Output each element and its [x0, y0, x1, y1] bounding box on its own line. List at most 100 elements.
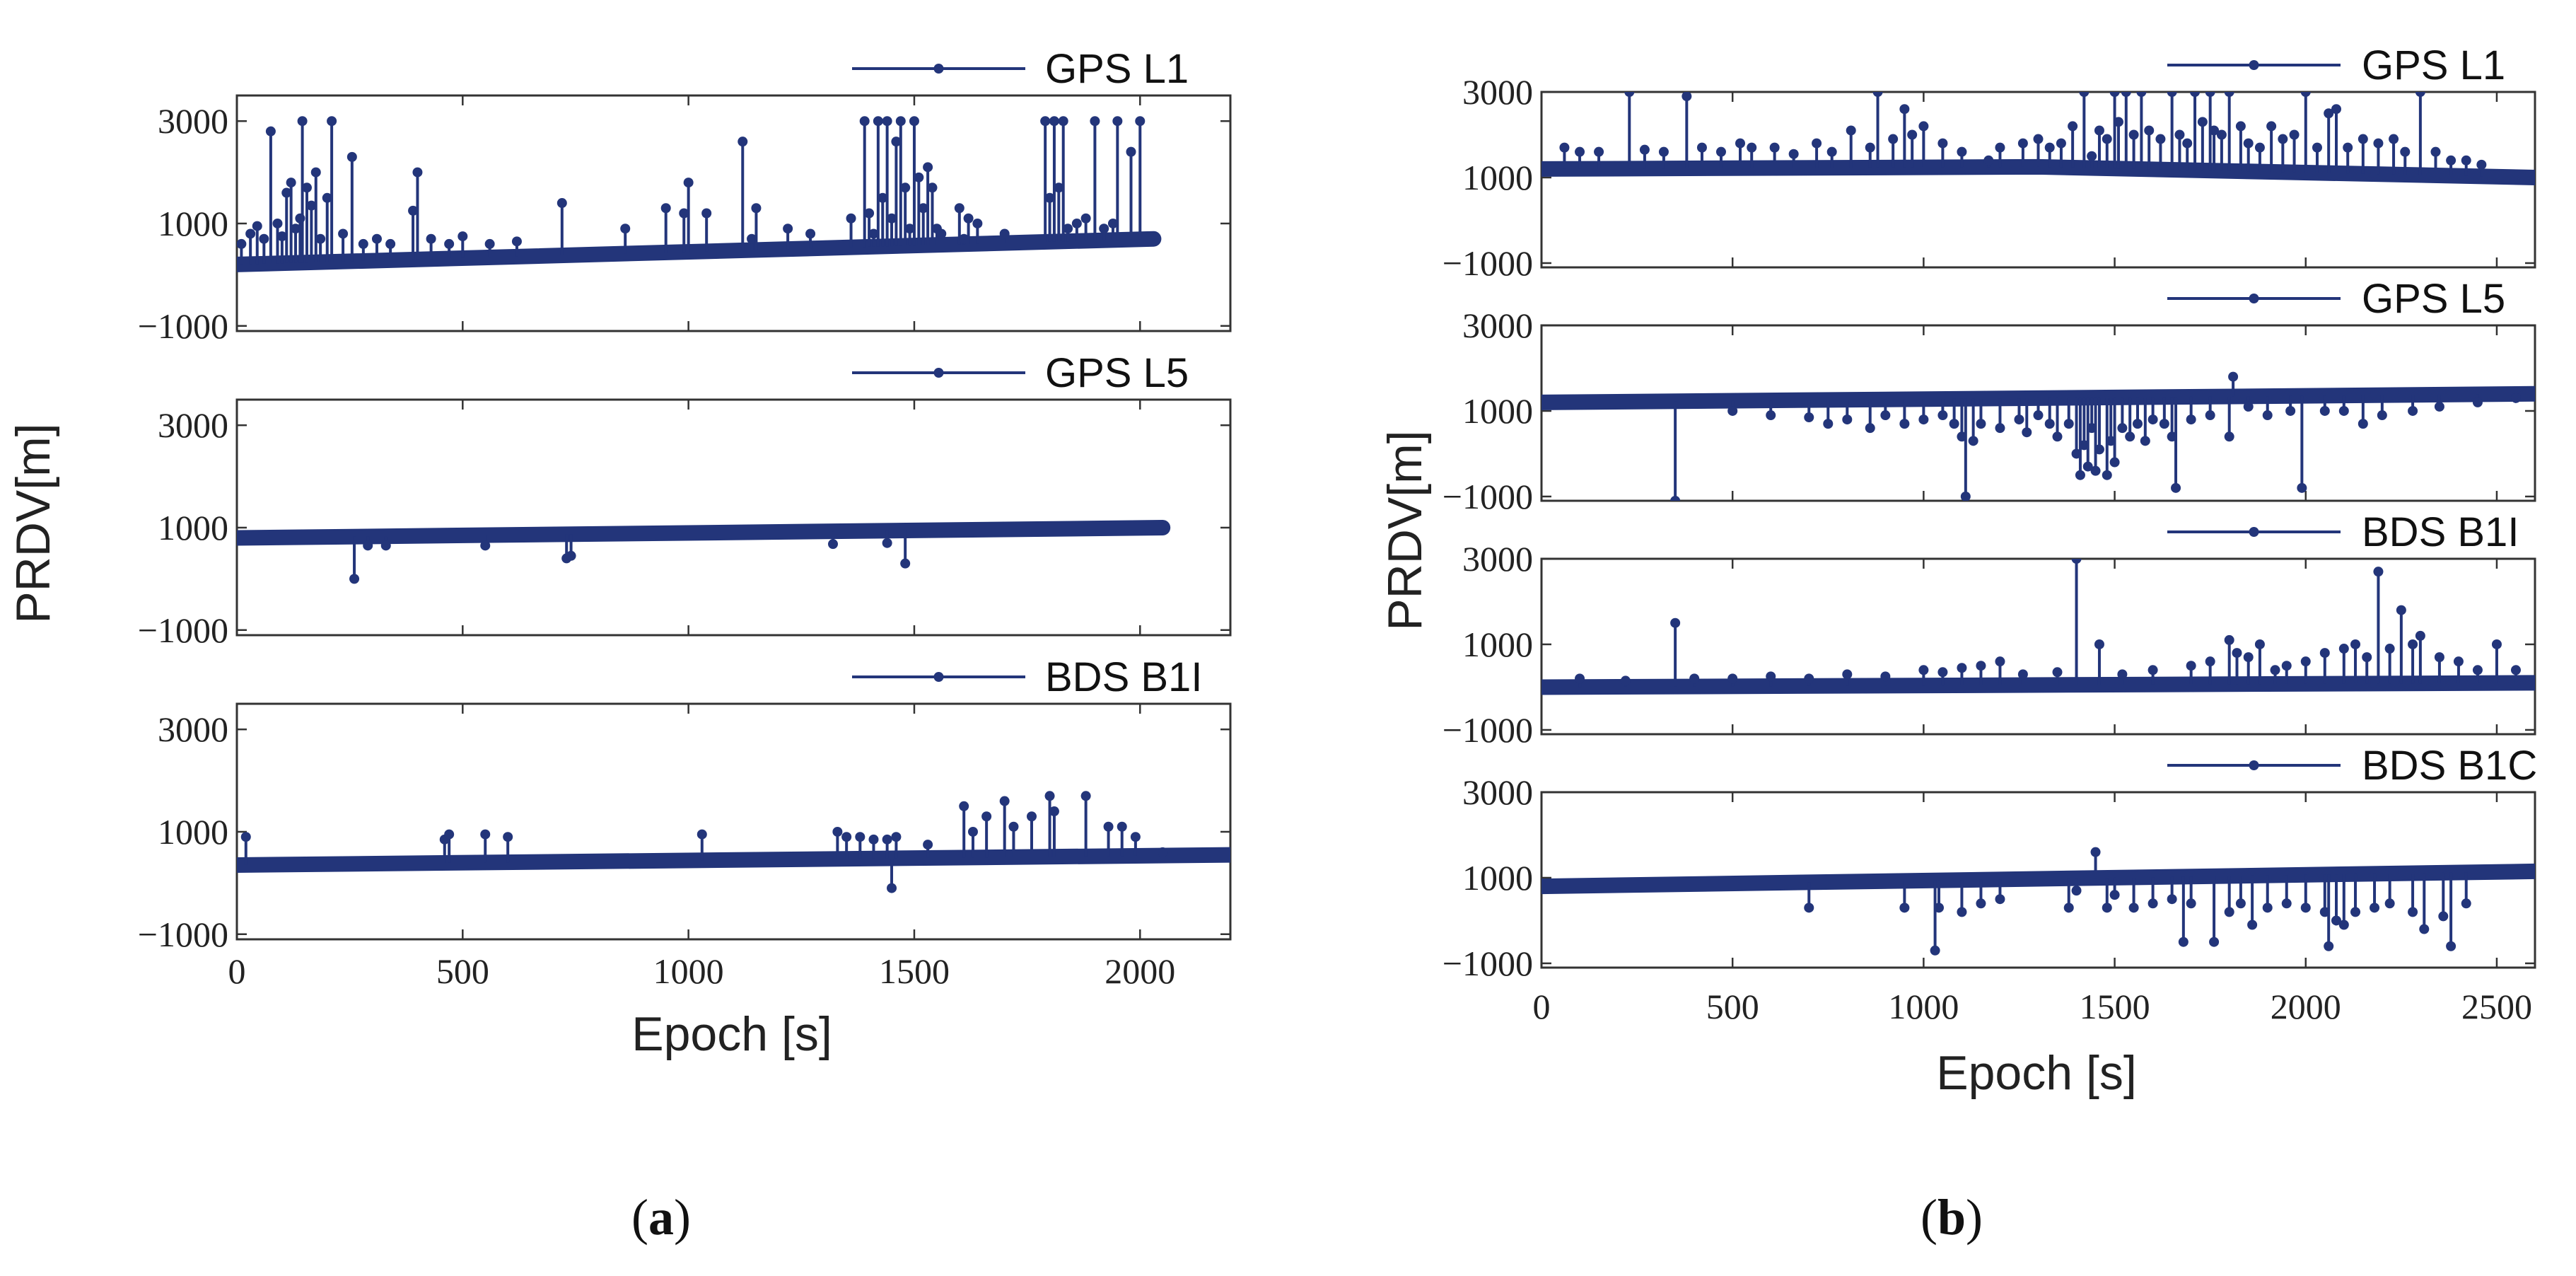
spike-marker	[679, 208, 689, 219]
subplot-gps-l1: 3000 1000 −1000 GPS L1	[1443, 42, 2536, 283]
spike-marker	[385, 238, 396, 249]
spike-marker	[1957, 663, 1967, 673]
spike-marker	[1937, 667, 1948, 678]
y-tick-label: −1000	[138, 915, 228, 954]
y-tick-label: 1000	[158, 204, 228, 243]
y-tick-label: 3000	[1462, 72, 1533, 112]
x-tick-label: 1500	[879, 951, 950, 991]
spike-marker	[2224, 907, 2234, 917]
spike-marker	[1130, 832, 1141, 842]
spike-marker	[2033, 410, 2044, 421]
spike-marker	[923, 162, 933, 173]
spike-marker	[1880, 410, 1891, 421]
spike-marker	[1063, 224, 1073, 234]
spike-marker	[1995, 423, 2005, 434]
spike-marker	[1071, 218, 1082, 228]
spike-marker	[1696, 142, 1707, 153]
spike-marker	[2350, 907, 2361, 917]
spike-marker	[1117, 821, 1127, 832]
spike-marker	[2147, 414, 2158, 425]
x-tick-label: 0	[1533, 987, 1551, 1026]
spike-marker	[2331, 104, 2341, 115]
spike-marker	[2209, 125, 2220, 136]
spike-marker	[2224, 634, 2234, 645]
spike-marker	[444, 238, 455, 249]
spike-marker	[1090, 116, 1100, 127]
x-tick-label: 0	[228, 951, 246, 991]
spike-marker	[1888, 134, 1899, 144]
spike-marker	[923, 840, 933, 850]
spike-marker	[1682, 92, 1692, 102]
spike-marker	[480, 829, 491, 840]
spike-marker	[2140, 436, 2150, 446]
spike-marker	[310, 167, 321, 178]
spike-marker	[2491, 639, 2502, 649]
spike-marker	[832, 826, 843, 837]
spike-marker	[2090, 847, 2101, 857]
spike-marker	[346, 151, 357, 162]
y-tick-label: 3000	[1462, 539, 1533, 579]
spike-marker	[2434, 401, 2444, 412]
spike-marker	[1099, 224, 1109, 234]
spike-marker	[349, 574, 360, 584]
baseline-band	[237, 520, 1171, 546]
spike-marker	[2243, 138, 2254, 149]
spike-marker	[556, 198, 567, 209]
spike-marker	[2389, 134, 2399, 144]
spike-marker	[2205, 656, 2215, 667]
spike-marker	[276, 231, 287, 242]
spike-marker	[1976, 419, 1986, 429]
spike-marker	[2362, 652, 2372, 663]
spike-marker	[1080, 791, 1091, 801]
spike-marker	[566, 550, 576, 561]
spike-marker	[2446, 941, 2456, 951]
spike-marker	[882, 834, 892, 845]
y-tick-label: 1000	[1462, 158, 1533, 197]
spike-marker	[259, 233, 269, 244]
spike-marker	[2338, 920, 2349, 930]
spike-marker	[1639, 144, 1650, 155]
spike-marker	[2434, 652, 2444, 663]
spike-marker	[315, 233, 326, 244]
y-tick-label: 3000	[158, 101, 228, 141]
x-axis-label: Epoch [s]	[1936, 1046, 2137, 1100]
spike-marker	[265, 126, 276, 137]
spike-marker	[1727, 405, 1738, 416]
spike-marker	[2063, 903, 2074, 913]
spike-marker	[891, 832, 902, 842]
y-tick-label: −1000	[1443, 944, 1533, 983]
spike-marker	[751, 203, 762, 214]
spike-marker	[2133, 419, 2143, 429]
spike-marker	[245, 228, 256, 239]
spike-marker	[2079, 92, 2090, 97]
data-series	[1541, 559, 2535, 695]
spike-marker	[358, 238, 368, 249]
spike-marker	[2109, 92, 2120, 97]
y-axis-label: PRDV[m]	[1378, 430, 1432, 630]
spike-marker	[457, 231, 468, 242]
data-series	[1541, 371, 2535, 501]
spike-marker	[2128, 903, 2139, 913]
spike-marker	[286, 178, 296, 188]
plot-frame	[235, 398, 1232, 637]
spike-marker	[873, 116, 883, 127]
plot-frame	[235, 94, 1232, 332]
spike-marker	[291, 224, 301, 234]
baseline-band	[1541, 863, 2535, 895]
spike-marker	[2510, 393, 2521, 403]
spike-marker	[783, 224, 793, 234]
spike-marker	[697, 829, 707, 840]
y-tick-label: 3000	[1462, 306, 1533, 345]
spike-marker	[954, 203, 964, 214]
spike-marker	[2430, 146, 2441, 157]
spike-marker	[1689, 673, 1700, 684]
spike-marker	[2243, 652, 2254, 663]
spike-marker	[2270, 665, 2280, 675]
spike-marker	[887, 883, 897, 893]
spike-marker	[859, 116, 870, 127]
spike-marker	[2109, 457, 2120, 468]
panel-caption: (a)	[631, 1189, 691, 1246]
spike-marker	[2289, 129, 2300, 140]
spike-marker	[2121, 92, 2131, 97]
